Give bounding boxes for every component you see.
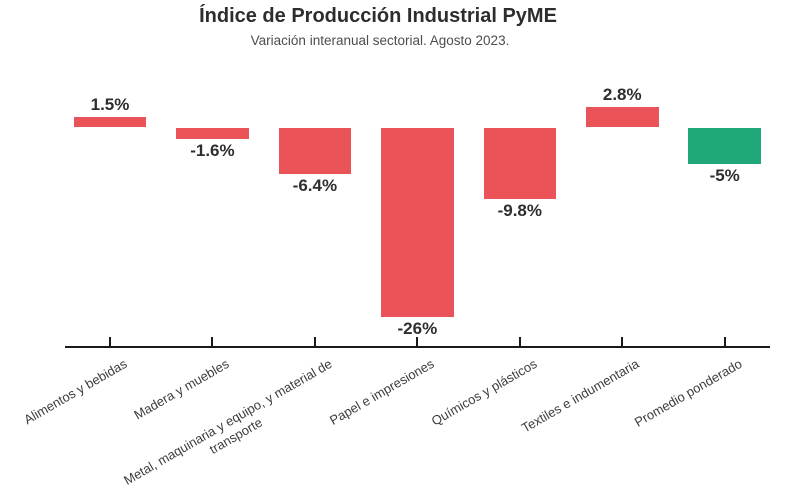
bar-textiles-e-indumentaria	[586, 107, 659, 128]
axis-tick	[211, 337, 214, 347]
chart-subtitle: Variación interanual sectorial. Agosto 2…	[250, 33, 510, 48]
x-axis-line	[65, 346, 770, 348]
axis-tick	[621, 337, 624, 347]
bar-madera-y-muebles	[176, 127, 249, 140]
value-label: -26%	[397, 319, 438, 339]
bar-papel-e-impresiones	[381, 127, 454, 318]
bar-promedio-ponderado	[688, 127, 761, 164]
bar-quimicos-y-plasticos	[483, 127, 557, 200]
chart-title: Índice de Producción Industrial PyME	[199, 5, 557, 27]
value-label: -9.8%	[497, 201, 542, 221]
value-label: 1.5%	[90, 94, 130, 114]
bar-alimentos-y-bebidas	[73, 116, 147, 128]
x-axis-label-text: Madera y muebles	[131, 356, 232, 423]
axis-tick	[313, 337, 316, 347]
bar-metal-maquinaria-y-equipo-y-material-de-transporte	[278, 127, 352, 175]
value-label: 2.8%	[602, 85, 642, 105]
x-axis-label-text: Alimentos y bebidas	[21, 356, 130, 428]
x-axis-label-text: Promedio ponderado	[631, 356, 745, 430]
value-label: -5%	[709, 166, 740, 185]
value-label: -1.6%	[190, 141, 235, 161]
axis-tick	[416, 337, 419, 347]
x-axis-label-metal-maquinaria-y-equipo-y-material-de-transporte: Metal, maquinaria y equipo, y material d…	[0, 356, 343, 501]
x-axis-label-text: Papel e impresiones	[327, 356, 437, 428]
axis-tick	[723, 337, 726, 347]
axis-tick	[109, 337, 111, 347]
axis-tick	[518, 337, 521, 347]
value-label: -6.4%	[292, 176, 338, 196]
